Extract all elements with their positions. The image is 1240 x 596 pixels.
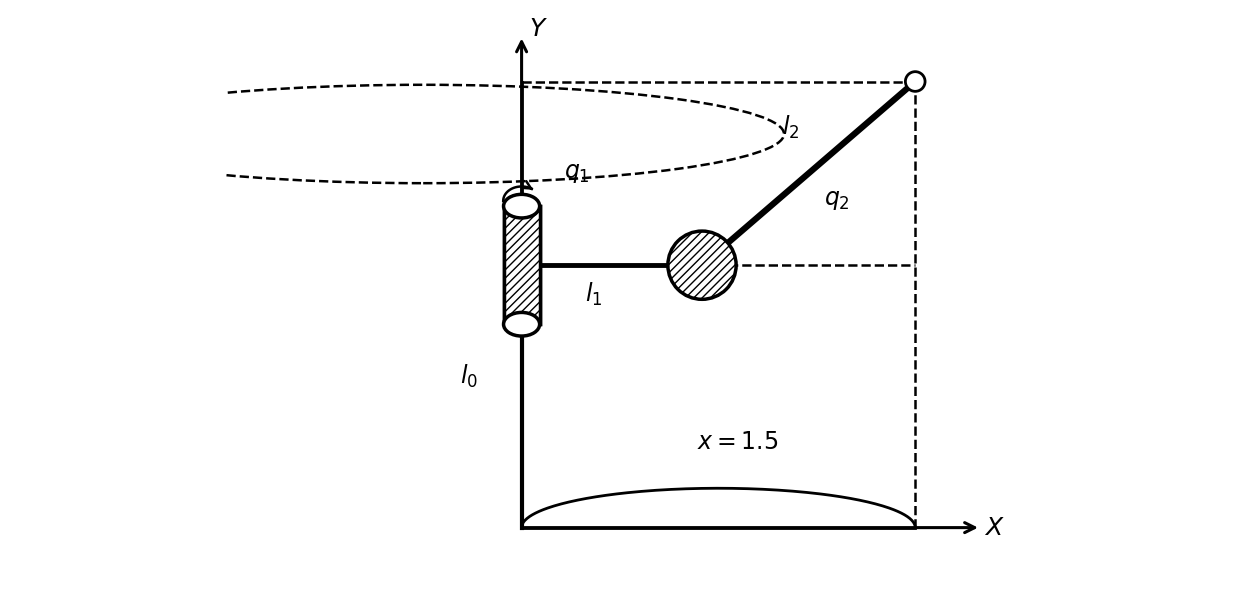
Circle shape xyxy=(668,231,737,299)
Text: $q_1$: $q_1$ xyxy=(564,162,590,185)
Ellipse shape xyxy=(503,312,539,336)
Text: $x=1.5$: $x=1.5$ xyxy=(697,430,779,454)
Text: $q_2$: $q_2$ xyxy=(823,188,849,212)
Circle shape xyxy=(905,72,925,91)
Bar xyxy=(503,206,539,324)
Text: $l_0$: $l_0$ xyxy=(460,363,479,390)
Text: $l_1$: $l_1$ xyxy=(585,281,603,308)
Text: $Y$: $Y$ xyxy=(528,17,547,41)
Ellipse shape xyxy=(503,194,539,218)
Text: $l_2$: $l_2$ xyxy=(782,114,800,141)
Text: $X$: $X$ xyxy=(983,516,1004,539)
